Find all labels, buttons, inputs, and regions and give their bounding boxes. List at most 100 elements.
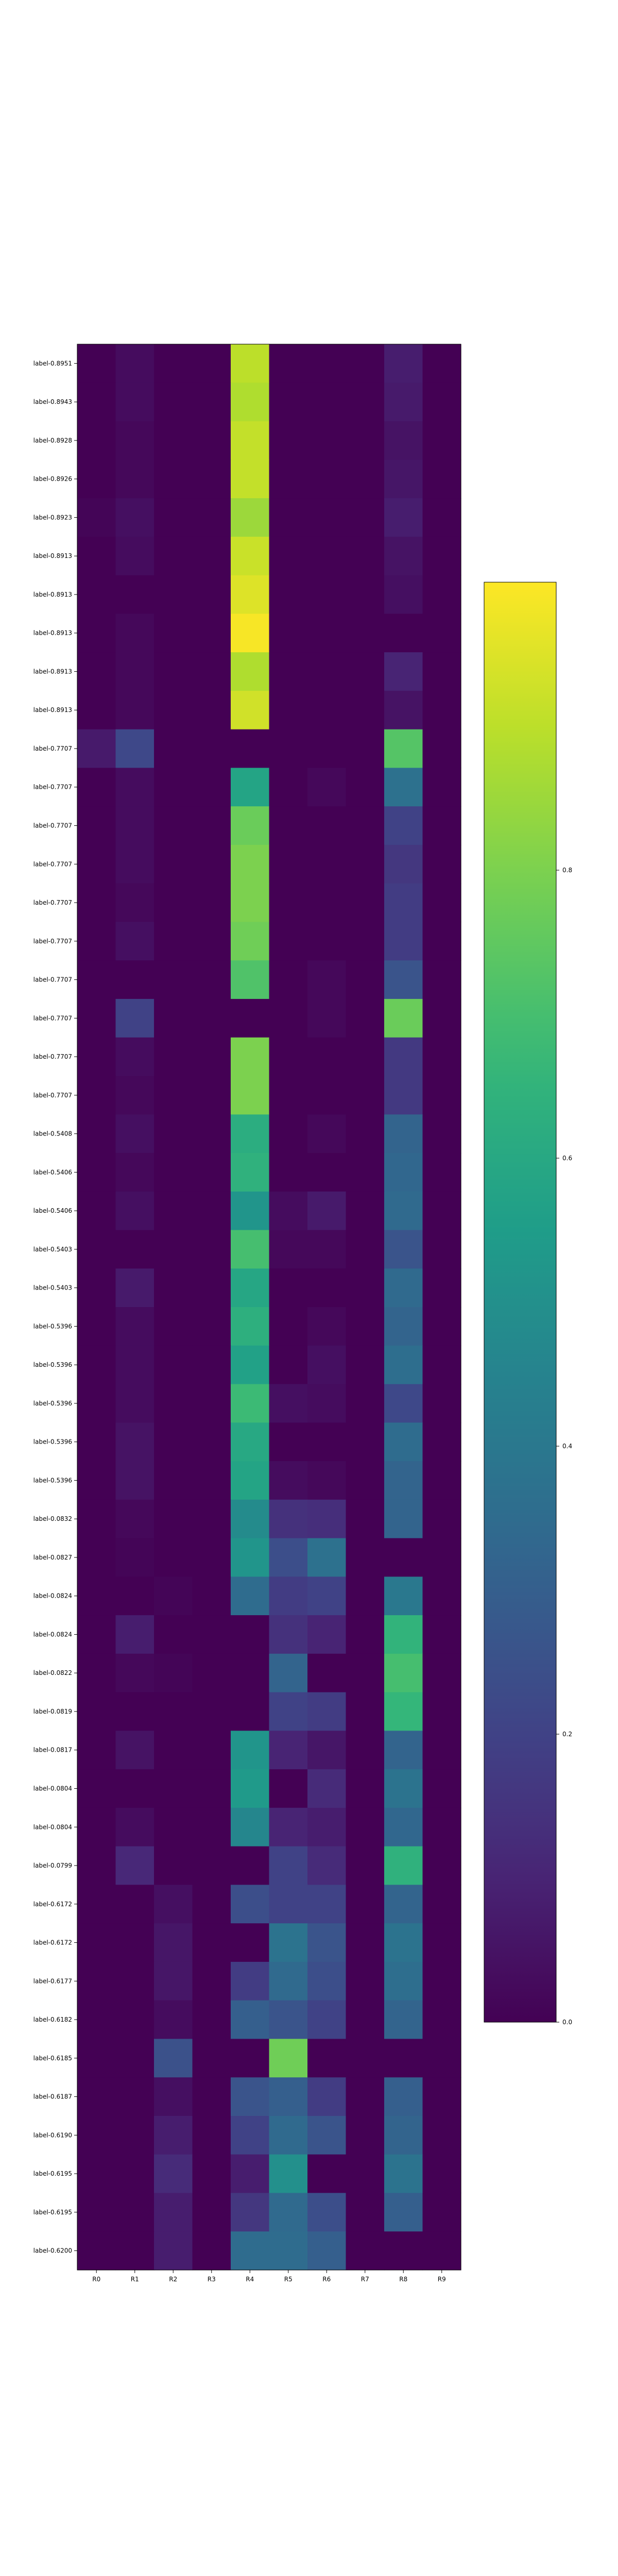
heatmap-cell	[231, 1114, 270, 1154]
heatmap-cell	[192, 1384, 231, 1423]
row-label: label-0.5408	[33, 1130, 72, 1138]
heatmap-cell	[192, 729, 231, 768]
row-label: label-0.0832	[33, 1515, 72, 1522]
heatmap-cell	[422, 1885, 461, 1924]
heatmap-cell	[384, 2193, 423, 2232]
row-label: label-0.5406	[33, 1207, 72, 1214]
heatmap-cell	[384, 1653, 423, 1693]
heatmap-cell	[346, 652, 385, 691]
heatmap-cell	[346, 960, 385, 999]
heatmap-cell	[269, 922, 308, 961]
heatmap-cell	[422, 768, 461, 807]
heatmap-cell	[115, 690, 154, 730]
heatmap-cell	[154, 536, 193, 576]
row-label: label-0.0824	[33, 1592, 72, 1600]
heatmap-cell	[154, 1230, 193, 1269]
heatmap-cell	[115, 2039, 154, 2078]
heatmap-cell	[307, 690, 347, 730]
heatmap-cell	[77, 1461, 116, 1500]
heatmap-cell	[384, 382, 423, 422]
heatmap-cell	[154, 2154, 193, 2194]
heatmap-cell	[346, 2000, 385, 2040]
heatmap-cell	[154, 2039, 193, 2078]
heatmap-cell	[422, 536, 461, 576]
heatmap-cell	[346, 2077, 385, 2116]
heatmap-cell	[307, 1422, 347, 1462]
heatmap-cell	[269, 1923, 308, 1962]
heatmap-cell	[154, 1499, 193, 1539]
heatmap-cell	[77, 1692, 116, 1731]
heatmap-cell	[384, 1230, 423, 1269]
heatmap-cell	[154, 844, 193, 884]
row-label: label-0.8913	[33, 668, 72, 675]
heatmap-cell	[231, 1731, 270, 1770]
heatmap-cell	[307, 2115, 347, 2155]
heatmap-cell	[422, 1615, 461, 1654]
heatmap-cell	[422, 1577, 461, 1616]
heatmap-cells	[77, 344, 461, 2270]
heatmap-cell	[231, 1345, 270, 1385]
heatmap-cell	[384, 960, 423, 999]
heatmap-cell	[192, 382, 231, 422]
heatmap-cell	[77, 536, 116, 576]
heatmap-cell	[346, 2039, 385, 2078]
heatmap-cell	[115, 382, 154, 422]
heatmap-cell	[192, 1769, 231, 1808]
heatmap-cell	[77, 1422, 116, 1462]
heatmap-cell	[154, 2193, 193, 2232]
heatmap-cell	[307, 1230, 347, 1269]
row-label: label-0.8951	[33, 360, 72, 367]
heatmap-cell	[269, 1076, 308, 1115]
heatmap-cell	[231, 1653, 270, 1693]
heatmap-cell	[77, 1961, 116, 2001]
heatmap-cell	[115, 2154, 154, 2194]
heatmap-cell	[154, 1191, 193, 1231]
heatmap-cell	[346, 614, 385, 653]
heatmap-cell	[192, 1653, 231, 1693]
heatmap-cell	[384, 998, 423, 1038]
heatmap-cell	[77, 1153, 116, 1192]
heatmap-cell	[77, 806, 116, 845]
heatmap-cell	[192, 460, 231, 499]
heatmap-cell	[77, 2231, 116, 2270]
heatmap-cell	[115, 729, 154, 768]
heatmap-cell	[422, 883, 461, 922]
heatmap-cell	[346, 1577, 385, 1616]
heatmap-cell	[422, 1461, 461, 1500]
heatmap-cell	[346, 1461, 385, 1500]
heatmap-cell	[269, 2000, 308, 2040]
heatmap-cell	[269, 1422, 308, 1462]
row-label: label-0.0804	[33, 1823, 72, 1831]
heatmap-cell	[115, 1230, 154, 1269]
heatmap-cell	[192, 690, 231, 730]
row-label: label-0.5396	[33, 1400, 72, 1407]
heatmap-cell	[231, 1268, 270, 1308]
heatmap-cell	[422, 344, 461, 383]
heatmap-cell	[346, 421, 385, 460]
heatmap-cell	[192, 1153, 231, 1192]
heatmap-cell	[384, 1846, 423, 1885]
heatmap-cell	[269, 2154, 308, 2194]
heatmap-cell	[231, 1153, 270, 1192]
heatmap-cell	[77, 1538, 116, 1577]
heatmap-cell	[231, 1307, 270, 1346]
heatmap-cell	[269, 1191, 308, 1231]
heatmap-cell	[77, 1885, 116, 1924]
row-label: label-0.6195	[33, 2209, 72, 2216]
heatmap-cell	[154, 998, 193, 1038]
heatmap-cell	[231, 883, 270, 922]
heatmap-cell	[307, 536, 347, 576]
heatmap-cell	[231, 2115, 270, 2155]
heatmap-cell	[192, 1191, 231, 1231]
colorbar-ticks: 0.0 0.2 0.4 0.6 0.8	[556, 867, 572, 2026]
row-label: label-0.8913	[33, 552, 72, 560]
heatmap-cell	[307, 806, 347, 845]
heatmap-cell	[269, 2115, 308, 2155]
row-label: label-0.5396	[33, 1323, 72, 1330]
column-label: R3	[208, 2276, 216, 2283]
heatmap-cell	[346, 2193, 385, 2232]
heatmap-cell	[346, 1037, 385, 1077]
heatmap-cell	[77, 1384, 116, 1423]
heatmap-cell	[422, 2154, 461, 2194]
heatmap-cell	[192, 536, 231, 576]
